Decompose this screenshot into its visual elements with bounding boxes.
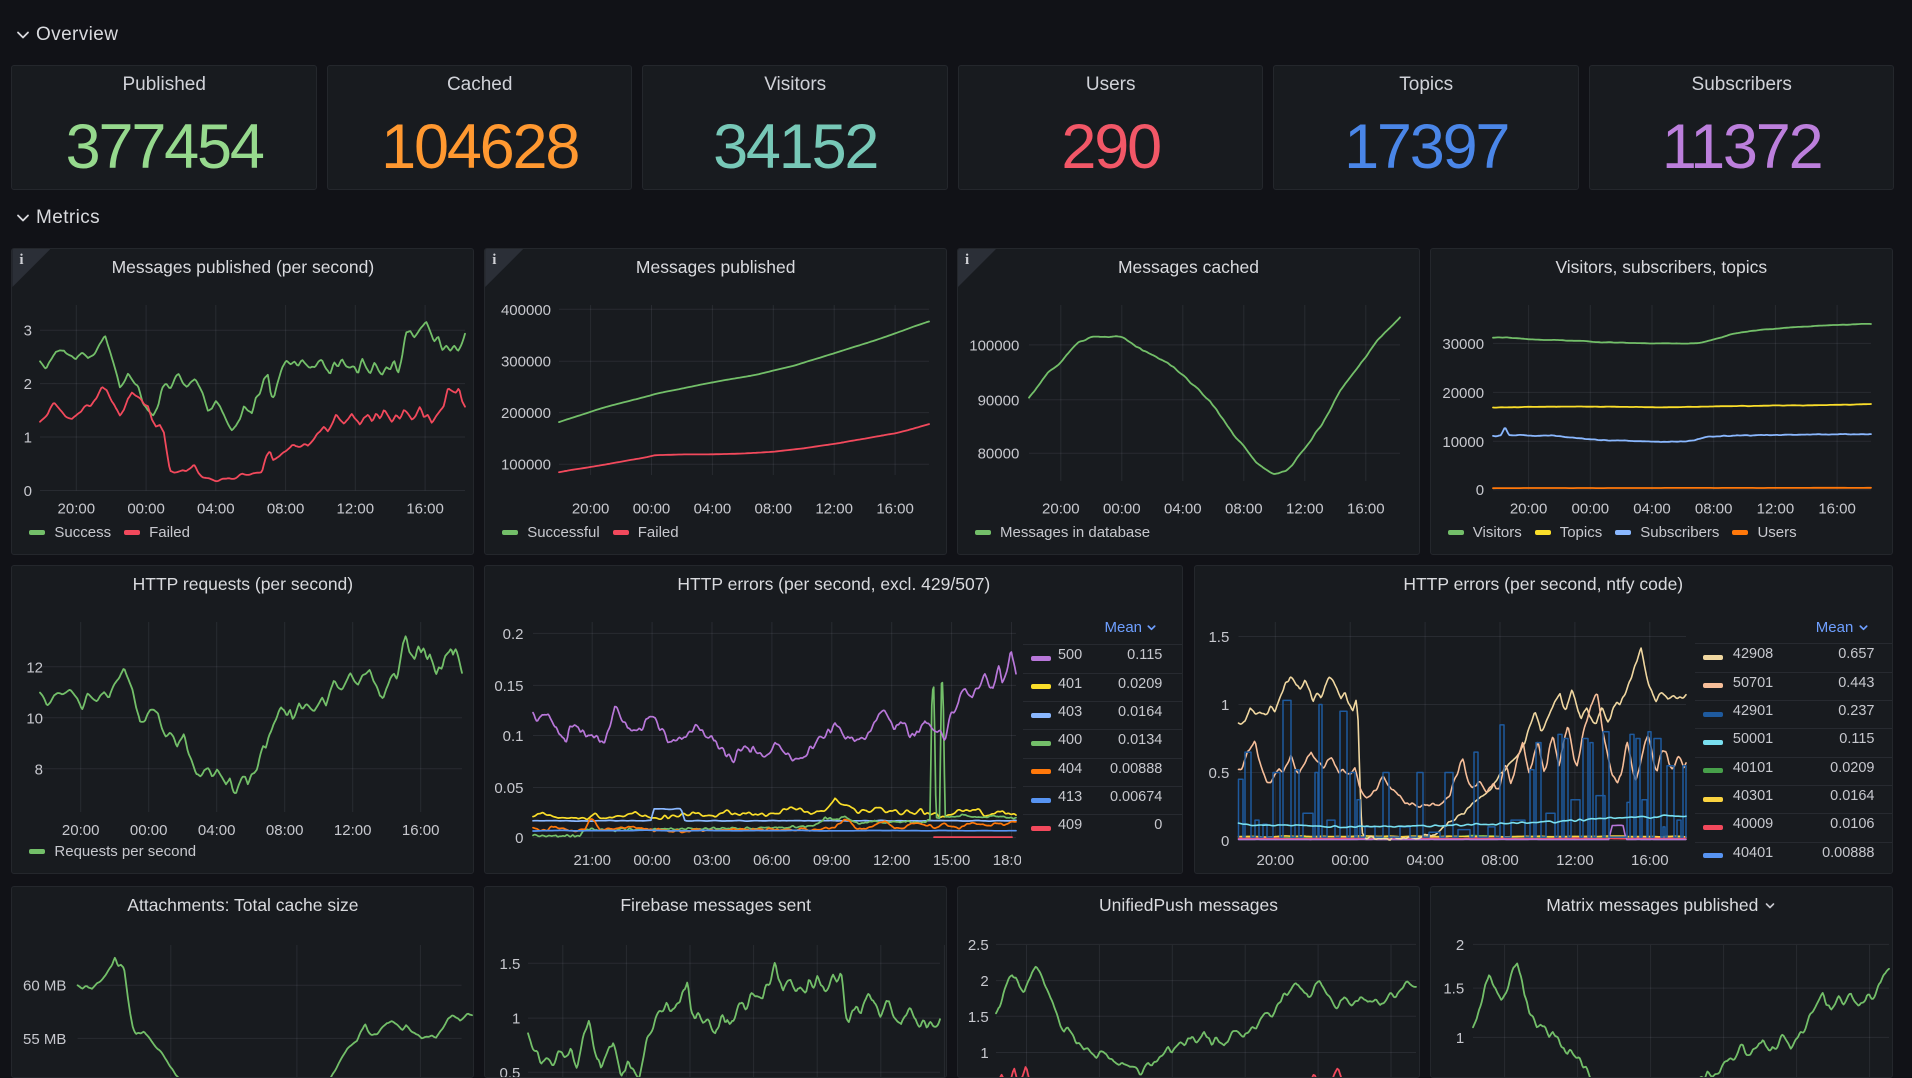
svg-text:300000: 300000 xyxy=(501,354,551,371)
svg-text:12:00: 12:00 xyxy=(334,822,372,839)
svg-text:08:00: 08:00 xyxy=(1695,501,1733,518)
svg-text:00:00: 00:00 xyxy=(634,852,672,869)
svg-text:12: 12 xyxy=(27,659,44,676)
svg-text:12:00: 12:00 xyxy=(1556,852,1594,869)
svg-text:20:00: 20:00 xyxy=(1042,501,1080,518)
svg-text:20:00: 20:00 xyxy=(572,501,610,518)
svg-text:20:00: 20:00 xyxy=(1256,852,1294,869)
svg-text:08:00: 08:00 xyxy=(1225,501,1263,518)
svg-text:2: 2 xyxy=(980,973,988,990)
svg-text:04:00: 04:00 xyxy=(1406,852,1444,869)
svg-text:20000: 20000 xyxy=(1442,385,1484,402)
svg-text:03:00: 03:00 xyxy=(693,852,731,869)
svg-text:16:00: 16:00 xyxy=(877,501,915,518)
svg-text:00:00: 00:00 xyxy=(1571,501,1609,518)
svg-text:0: 0 xyxy=(24,483,32,500)
svg-text:0: 0 xyxy=(515,830,523,847)
svg-text:1.5: 1.5 xyxy=(968,1008,989,1025)
svg-text:0: 0 xyxy=(1220,833,1228,850)
svg-text:2: 2 xyxy=(1456,936,1464,953)
svg-text:00:00: 00:00 xyxy=(130,822,168,839)
svg-text:10: 10 xyxy=(27,710,44,727)
svg-text:04:00: 04:00 xyxy=(1164,501,1202,518)
svg-text:16:00: 16:00 xyxy=(402,822,440,839)
svg-text:0.5: 0.5 xyxy=(1208,765,1229,782)
svg-text:30000: 30000 xyxy=(1442,336,1484,353)
svg-text:0.5: 0.5 xyxy=(500,1064,521,1078)
svg-text:21:00: 21:00 xyxy=(574,852,612,869)
svg-text:16:00: 16:00 xyxy=(1347,501,1385,518)
svg-text:20:00: 20:00 xyxy=(1510,501,1548,518)
svg-text:04:00: 04:00 xyxy=(197,501,235,518)
svg-text:90000: 90000 xyxy=(978,392,1020,409)
svg-text:1.5: 1.5 xyxy=(1443,980,1464,997)
svg-text:200000: 200000 xyxy=(501,405,551,422)
svg-text:18:00: 18:00 xyxy=(993,852,1030,869)
svg-text:09:00: 09:00 xyxy=(813,852,851,869)
svg-text:00:00: 00:00 xyxy=(128,501,166,518)
svg-text:80000: 80000 xyxy=(978,446,1020,463)
svg-text:55 MB: 55 MB xyxy=(23,1030,66,1047)
svg-text:3: 3 xyxy=(24,323,32,340)
svg-text:0.05: 0.05 xyxy=(495,780,524,797)
svg-text:0: 0 xyxy=(1476,482,1484,499)
svg-text:0.15: 0.15 xyxy=(495,678,524,695)
svg-text:00:00: 00:00 xyxy=(1103,501,1141,518)
svg-text:60 MB: 60 MB xyxy=(23,977,66,994)
svg-text:04:00: 04:00 xyxy=(1633,501,1671,518)
svg-text:8: 8 xyxy=(35,761,43,778)
svg-text:04:00: 04:00 xyxy=(694,501,732,518)
svg-text:10000: 10000 xyxy=(1442,434,1484,451)
svg-text:0.1: 0.1 xyxy=(503,728,524,745)
svg-text:0.2: 0.2 xyxy=(503,626,524,643)
svg-text:12:00: 12:00 xyxy=(816,501,854,518)
svg-text:08:00: 08:00 xyxy=(267,501,305,518)
svg-text:12:00: 12:00 xyxy=(1286,501,1324,518)
svg-text:16:00: 16:00 xyxy=(1631,852,1669,869)
svg-text:15:00: 15:00 xyxy=(933,852,971,869)
svg-text:1.5: 1.5 xyxy=(1208,629,1229,646)
svg-text:2.5: 2.5 xyxy=(968,936,989,953)
svg-text:1: 1 xyxy=(24,430,32,447)
svg-text:12:00: 12:00 xyxy=(337,501,375,518)
svg-text:1: 1 xyxy=(980,1045,988,1062)
svg-text:16:00: 16:00 xyxy=(1818,501,1856,518)
svg-text:20:00: 20:00 xyxy=(62,822,100,839)
svg-text:100000: 100000 xyxy=(969,337,1019,354)
svg-text:00:00: 00:00 xyxy=(1331,852,1369,869)
svg-text:08:00: 08:00 xyxy=(1481,852,1519,869)
svg-text:04:00: 04:00 xyxy=(198,822,236,839)
svg-text:1.5: 1.5 xyxy=(500,955,521,972)
svg-text:12:00: 12:00 xyxy=(873,852,911,869)
svg-text:00:00: 00:00 xyxy=(633,501,671,518)
svg-text:12:00: 12:00 xyxy=(1756,501,1794,518)
svg-text:08:00: 08:00 xyxy=(266,822,304,839)
svg-text:400000: 400000 xyxy=(501,302,551,319)
svg-text:2: 2 xyxy=(24,376,32,393)
svg-text:1: 1 xyxy=(512,1010,520,1027)
svg-text:1: 1 xyxy=(1456,1029,1464,1046)
svg-text:20:00: 20:00 xyxy=(58,501,96,518)
svg-text:08:00: 08:00 xyxy=(755,501,793,518)
svg-text:1: 1 xyxy=(1220,697,1228,714)
svg-text:06:00: 06:00 xyxy=(753,852,791,869)
svg-text:100000: 100000 xyxy=(501,457,551,474)
svg-text:16:00: 16:00 xyxy=(407,501,445,518)
